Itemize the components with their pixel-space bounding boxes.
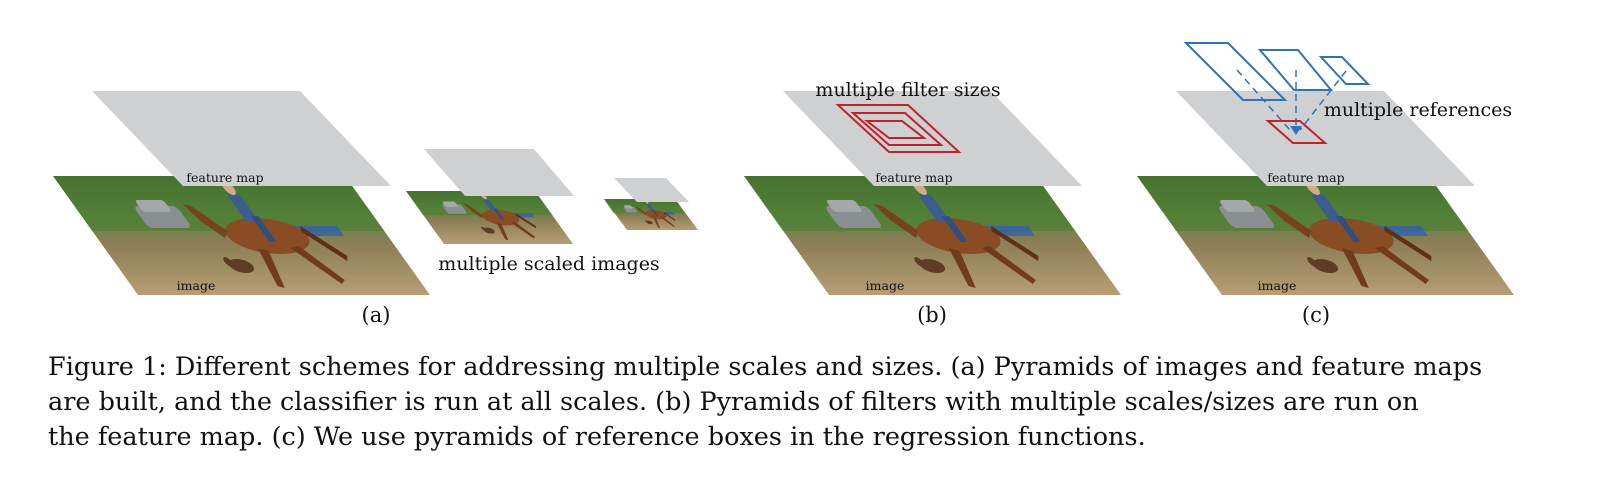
panel-a-scaled-images-label: multiple scaled images (438, 253, 659, 275)
panel-a-small-feature-map (614, 178, 689, 202)
panel-a: feature map image multiple scaled images… (53, 91, 698, 327)
panel-a-label: (a) (362, 303, 391, 327)
panel-a-image-label: image (177, 278, 216, 293)
panel-a-feature-map-label: feature map (186, 170, 263, 185)
panel-a-image-plane (53, 176, 430, 295)
panel-b-image-label: image (866, 278, 905, 293)
panel-a-small-image-plane (604, 199, 698, 230)
reference-box-small (1321, 57, 1368, 84)
panel-b-filter-sizes-label: multiple filter sizes (815, 79, 1000, 101)
panel-a-medium-feature-map (424, 149, 574, 196)
figure-diagram: feature map image multiple scaled images… (0, 0, 1598, 340)
caption-line-3: the feature map. (c) We use pyramids of … (48, 420, 1548, 455)
panel-a-medium-image-plane (406, 191, 573, 244)
panel-c-label: (c) (1302, 303, 1330, 327)
panel-b-label: (b) (917, 303, 947, 327)
panel-c-feature-map-label: feature map (1267, 170, 1344, 185)
panel-c-image-plane (1137, 176, 1514, 295)
panel-c-image-label: image (1258, 278, 1297, 293)
panel-b-feature-map-label: feature map (875, 170, 952, 185)
caption-line-1: Figure 1: Different schemes for addressi… (48, 350, 1548, 385)
panel-b-image-plane (744, 176, 1121, 295)
figure-caption: Figure 1: Different schemes for addressi… (48, 350, 1548, 455)
panel-c-references-label: multiple references (1324, 99, 1512, 121)
panel-c: multiple references feature map image (c… (1137, 43, 1514, 327)
caption-line-2: are built, and the classifier is run at … (48, 385, 1548, 420)
panel-b: multiple filter sizes feature map image … (744, 79, 1121, 327)
